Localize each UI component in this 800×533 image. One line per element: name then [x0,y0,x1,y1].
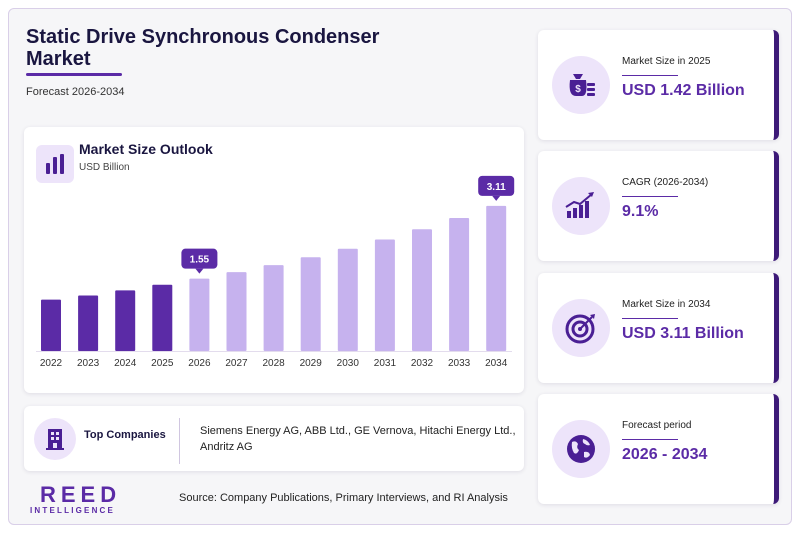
x-tick-label: 2025 [151,358,174,369]
svg-text:1.55: 1.55 [190,255,210,266]
stat-underline [622,318,678,319]
logo-subtitle: INTELLIGENCE [30,506,116,515]
bar-2032 [412,229,432,351]
bar-2022 [41,299,61,351]
globe-icon [552,420,610,478]
x-tick-label: 2032 [411,358,434,369]
x-tick-label: 2034 [485,358,508,369]
x-tick-label: 2029 [300,358,323,369]
x-tick-label: 2022 [40,358,63,369]
bar-chart-icon [36,145,74,183]
title-underline [26,73,122,76]
bar-2031 [374,239,395,351]
bar-2023 [78,295,99,351]
stat-value: 2026 - 2034 [622,446,708,463]
chart-title: Market Size Outlook [79,141,213,157]
growth-chart-icon [552,177,610,235]
stat-value: USD 1.42 Billion [622,82,745,99]
forecast-subtitle: Forecast 2026-2034 [26,86,125,98]
bar-2027 [226,272,247,351]
bar-chart: 2022 2023 2024 2025 2026 1.55 2027 2028 2029 2030… [36,175,515,369]
data-label-2034: 3.11 [478,175,515,201]
stat-value: 9.1% [622,203,659,220]
logo-wordmark: REED [40,482,122,507]
x-tick-label: 2030 [337,358,360,369]
chart-card: Market Size Outlook USD Billion 2022 2023… [24,127,524,393]
stat-label: Market Size in 2034 [622,299,711,310]
data-label-2026: 1.55 [181,248,218,274]
x-tick-label: 2026 [188,358,211,369]
stat-card-forecast-period: Forecast period 2026 - 2034 [538,394,779,504]
bar-2026 [189,278,210,351]
stat-value: USD 3.11 Billion [622,325,744,342]
svg-text:$: $ [575,84,581,95]
money-bag-icon: $ [552,56,610,114]
x-tick-label: 2023 [77,358,100,369]
source-note: Source: Company Publications, Primary In… [179,492,508,504]
x-tick-label: 2027 [225,358,248,369]
x-tick-label: 2031 [374,358,397,369]
x-tick-label: 2033 [448,358,471,369]
bar-2034 [486,205,507,351]
building-icon [34,418,76,460]
bar-2028 [263,265,284,351]
stat-card-cagr: CAGR (2026-2034) 9.1% [538,151,779,261]
divider [179,418,180,464]
top-companies-label: Top Companies [84,429,166,441]
stat-underline [622,439,678,440]
stat-label: Market Size in 2025 [622,56,711,67]
bar-2024 [115,290,136,351]
top-companies-card: Top Companies Siemens Energy AG, ABB Ltd… [24,406,524,471]
stat-card-market-size-2025: $ Market Size in 2025 USD 1.42 Billion [538,30,779,140]
stat-label: Forecast period [622,420,692,431]
target-icon [552,299,610,357]
svg-text:3.11: 3.11 [487,182,506,193]
x-tick-label: 2028 [262,358,285,369]
stat-card-market-size-2034: Market Size in 2034 USD 3.11 Billion [538,273,779,383]
bar-2025 [152,284,173,351]
x-tick-label: 2024 [114,358,137,369]
stat-underline [622,196,678,197]
bar-2029 [300,257,321,351]
stat-label: CAGR (2026-2034) [622,177,709,188]
bar-2030 [337,248,358,351]
stat-underline [622,75,678,76]
page-title: Static Drive Synchronous Condenser Marke… [26,26,380,70]
bar-2033 [449,218,470,351]
top-companies-list: Siemens Energy AG, ABB Ltd., GE Vernova,… [200,425,516,453]
chart-unit: USD Billion [79,162,130,173]
